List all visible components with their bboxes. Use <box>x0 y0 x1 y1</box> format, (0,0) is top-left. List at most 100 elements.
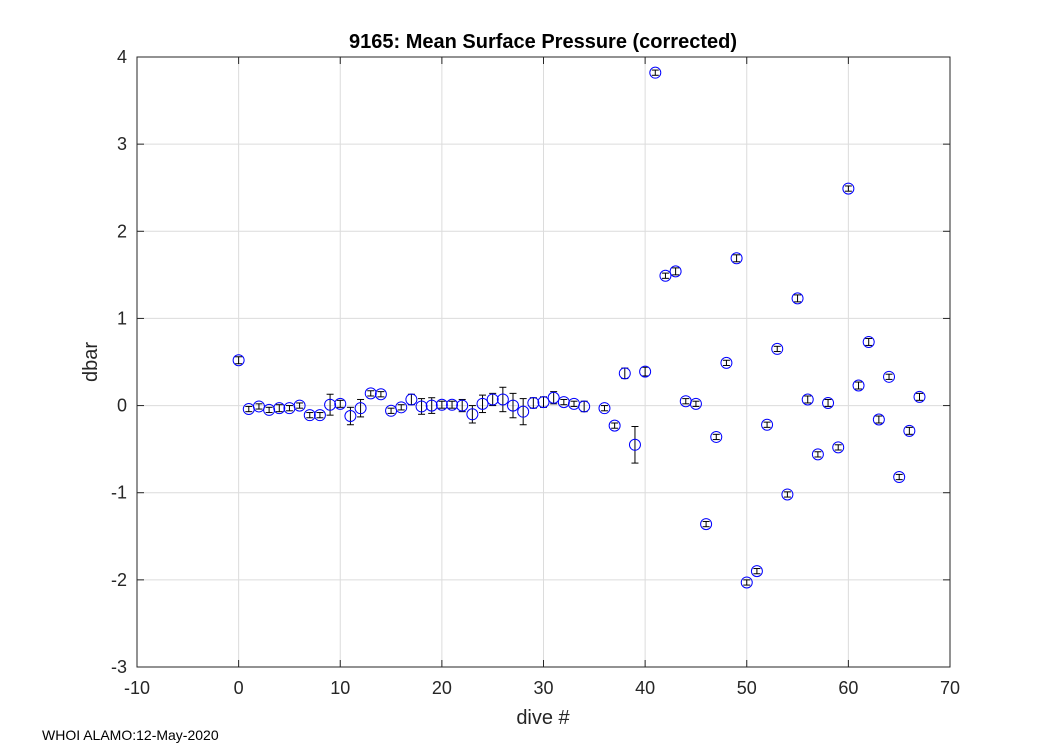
data-marker <box>507 399 520 412</box>
data-marker <box>842 182 855 195</box>
data-marker <box>374 388 387 401</box>
data-point <box>883 370 896 383</box>
data-point <box>913 390 926 403</box>
data-marker <box>293 399 306 412</box>
data-marker <box>456 399 469 412</box>
data-marker <box>700 518 713 531</box>
data-point <box>232 354 245 367</box>
data-marker <box>578 400 591 413</box>
y-axis-label: dbar <box>80 342 102 382</box>
data-point <box>313 409 326 422</box>
footer-credit: WHOI ALAMO:12-May-2020 <box>42 727 219 743</box>
data-marker <box>303 409 316 422</box>
data-point <box>242 403 255 416</box>
data-marker <box>618 367 631 380</box>
data-point <box>649 66 662 79</box>
y-tick-label: -2 <box>111 570 127 590</box>
data-point <box>639 365 652 378</box>
x-tick-label: 40 <box>635 678 655 698</box>
data-marker <box>466 408 479 421</box>
data-marker <box>740 576 753 589</box>
data-point <box>720 356 733 369</box>
data-marker <box>710 430 723 443</box>
data-marker <box>324 398 337 411</box>
data-point <box>273 402 286 415</box>
data-marker <box>862 335 875 348</box>
data-marker <box>334 397 347 410</box>
data-point <box>435 398 448 411</box>
data-point <box>872 413 885 426</box>
data-marker <box>354 402 367 415</box>
data-point <box>527 396 540 409</box>
data-point <box>486 392 499 407</box>
data-marker <box>801 393 814 406</box>
data-marker <box>781 488 794 501</box>
x-tick-label: 50 <box>737 678 757 698</box>
data-marker <box>517 405 530 418</box>
data-point <box>578 400 591 413</box>
data-point <box>547 391 560 405</box>
y-tick-label: 1 <box>117 308 127 328</box>
data-marker <box>659 269 672 282</box>
y-tick-label: -3 <box>111 657 127 677</box>
data-point <box>537 396 550 409</box>
data-marker <box>730 252 743 265</box>
data-marker <box>669 265 682 278</box>
data-point <box>415 398 428 415</box>
data-marker <box>832 441 845 454</box>
data-marker <box>364 387 377 400</box>
data-point <box>842 182 855 195</box>
data-point <box>466 405 479 424</box>
data-point <box>710 430 723 443</box>
data-marker <box>405 393 418 406</box>
data-point <box>893 471 906 484</box>
chart-title: 9165: Mean Surface Pressure (corrected) <box>349 31 737 53</box>
data-marker <box>720 356 733 369</box>
data-marker <box>476 397 489 410</box>
data-marker <box>628 438 641 451</box>
data-marker <box>598 402 611 415</box>
data-point <box>669 265 682 278</box>
data-point <box>364 387 377 400</box>
data-marker <box>446 398 459 411</box>
data-point <box>446 398 459 411</box>
data-marker <box>791 292 804 305</box>
data-marker <box>344 410 357 423</box>
data-marker <box>750 565 763 578</box>
data-marker <box>273 402 286 415</box>
data-point <box>628 425 641 464</box>
data-marker <box>903 424 916 437</box>
data-point <box>618 367 631 380</box>
data-point <box>557 396 570 409</box>
data-point <box>832 441 845 454</box>
data-marker <box>537 396 550 409</box>
y-tick-label: 4 <box>117 47 127 67</box>
data-point <box>761 418 774 431</box>
data-point <box>405 393 418 406</box>
data-point <box>303 409 316 422</box>
data-point <box>395 401 408 414</box>
data-marker <box>608 419 621 432</box>
data-marker <box>649 66 662 79</box>
data-point <box>852 379 865 392</box>
x-tick-label: 70 <box>940 678 960 698</box>
data-marker <box>557 396 570 409</box>
data-point <box>791 292 804 305</box>
data-marker <box>689 397 702 410</box>
data-point <box>700 518 713 531</box>
data-marker <box>811 448 824 461</box>
x-tick-label: 30 <box>533 678 553 698</box>
data-marker <box>435 398 448 411</box>
data-point <box>496 386 509 413</box>
data-point <box>334 397 347 410</box>
data-point <box>801 393 814 406</box>
data-marker <box>263 403 276 416</box>
data-marker <box>883 370 896 383</box>
data-point <box>263 403 276 416</box>
data-marker <box>313 409 326 422</box>
x-tick-label: 20 <box>432 678 452 698</box>
data-marker <box>639 365 652 378</box>
data-marker <box>852 379 865 392</box>
